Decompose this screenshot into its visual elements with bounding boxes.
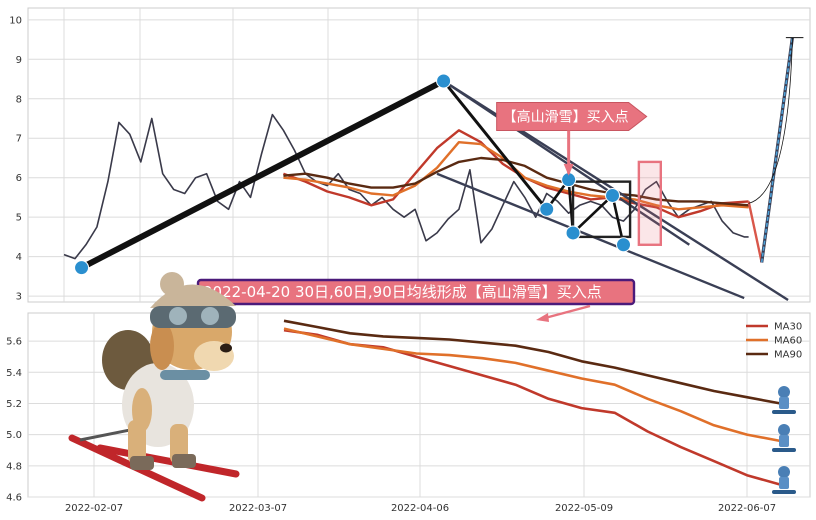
trend-line-down (442, 80, 548, 211)
dog-nose (220, 343, 232, 353)
annotation-point (436, 73, 452, 89)
callout-arrow-box (496, 102, 648, 132)
ma-y-tick-label: 5.0 (6, 430, 22, 441)
price-y-tick-label: 6 (16, 173, 22, 184)
dog-boot-right (172, 454, 196, 468)
sprite-board (772, 490, 796, 494)
dog-arm (132, 388, 152, 432)
price-y-tick-label: 3 (16, 292, 22, 303)
sprite-board (772, 448, 796, 452)
x-tick-label: 2022-04-06 (391, 503, 449, 514)
sprite-body (779, 397, 789, 409)
ski-goggles (150, 306, 236, 328)
x-tick-label: 2022-03-07 (229, 503, 287, 514)
x-tick-label: 2022-06-07 (718, 503, 776, 514)
callout-text: 【高山滑雪】买入点 (503, 109, 629, 126)
annotation-point (605, 187, 621, 203)
forecast-rise-line (760, 37, 794, 263)
sprite-body (779, 435, 789, 447)
sprite-board (772, 410, 796, 414)
legend-label-ma60: MA60 (774, 336, 802, 347)
x-tick-label: 2022-02-07 (65, 503, 123, 514)
annotation-point (539, 201, 555, 217)
pattern-box (571, 180, 632, 239)
dog-boot-left (130, 456, 154, 470)
snowboarder-sprite (772, 386, 796, 414)
title-callout-arrow-shaft (544, 304, 591, 320)
ma-y-tick-label: 5.4 (6, 368, 22, 379)
ma90-line (283, 319, 781, 405)
ma-y-tick-label: 5.2 (6, 399, 22, 410)
legend-label-ma90: MA90 (774, 350, 802, 361)
price-y-tick-label: 8 (16, 94, 22, 105)
goggle-lens-left (169, 307, 187, 325)
ski-right (96, 444, 240, 478)
title-callout-arrow-head (536, 313, 549, 322)
resistance-line-2 (442, 80, 690, 246)
snowboarder-sprite (772, 424, 796, 452)
callout-pointer-head (563, 163, 574, 176)
forecast-arc (748, 37, 793, 204)
sprite-helmet (778, 424, 790, 436)
title-callout-text: 2022-04-20 30日,60日,90日均线形成【高山滑雪】买入点 (203, 283, 602, 301)
goggle-lens-right (201, 307, 219, 325)
ma60-line (283, 327, 781, 443)
hat-pompom (160, 272, 184, 296)
annotation-point (565, 225, 581, 241)
annotation-point (74, 260, 90, 276)
price-y-tick-label: 9 (16, 55, 22, 66)
annotation-point (616, 237, 631, 253)
price-plot-frame (27, 7, 811, 303)
decorations: 2022-04-20 30日,60日,90日均线形成【高山滑雪】买入点 (68, 272, 796, 502)
snowboarder-sprite (772, 466, 796, 494)
price-y-tick-label: 4 (16, 252, 22, 263)
ma-y-tick-label: 4.8 (6, 461, 22, 472)
x-tick-label: 2022-05-09 (555, 503, 613, 514)
highlight-box (637, 160, 663, 246)
top-ma90-line (283, 156, 749, 207)
sprite-helmet (778, 386, 790, 398)
price-y-tick-label: 7 (16, 134, 22, 145)
top-ma30-line (282, 129, 749, 219)
ma-y-tick-label: 4.6 (6, 493, 22, 504)
ma-y-tick-label: 5.6 (6, 337, 22, 348)
skier-dog-illustration (68, 272, 240, 502)
trend-line-up (78, 78, 447, 271)
price-y-tick-label: 5 (16, 213, 22, 224)
sprite-helmet (778, 466, 790, 478)
sprite-body (779, 477, 789, 489)
price-panel: 3 4 5 6 7 8 9 10 【高山滑雪】买入点 (9, 7, 811, 303)
price-y-tick-label: 10 (9, 15, 22, 26)
legend-label-ma30: MA30 (774, 322, 802, 333)
dog-scarf (160, 370, 210, 380)
dog-ear (150, 322, 174, 370)
